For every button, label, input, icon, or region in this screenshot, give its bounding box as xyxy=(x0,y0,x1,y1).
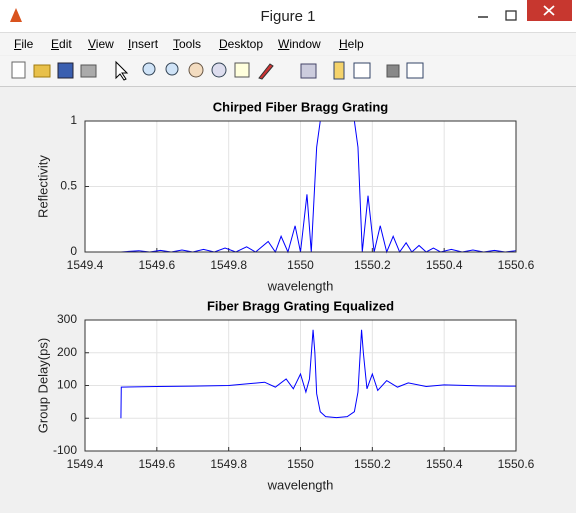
chart-title: Chirped Fiber Bragg Grating xyxy=(213,99,389,114)
menu-item[interactable]: Tools xyxy=(173,37,202,51)
close-button[interactable] xyxy=(527,0,572,21)
toolbar-icons xyxy=(11,60,424,81)
y-tick-label: 0 xyxy=(70,410,77,424)
menu-item[interactable]: File xyxy=(14,37,34,51)
x-tick-label: 1549.8 xyxy=(210,457,247,471)
menu-item[interactable]: Insert xyxy=(128,37,159,51)
app-icon xyxy=(10,8,22,22)
data-line xyxy=(120,329,517,419)
x-tick-label: 1550.6 xyxy=(498,457,535,471)
x-tick-label: 1550.6 xyxy=(498,258,535,272)
x-tick-label: 1549.4 xyxy=(67,258,104,272)
chart-title: Fiber Bragg Grating Equalized xyxy=(207,298,394,313)
x-tick-label: 1550.2 xyxy=(354,457,391,471)
colorbar-button[interactable] xyxy=(333,61,345,80)
figure-background xyxy=(0,87,576,513)
axes-background xyxy=(85,320,516,451)
save-button[interactable] xyxy=(57,62,74,79)
title-icons xyxy=(10,0,572,22)
axes-box xyxy=(84,319,517,452)
pan-button[interactable] xyxy=(188,62,204,78)
axes-background xyxy=(85,121,516,252)
zoom-out-button[interactable] xyxy=(165,62,179,76)
open-button[interactable] xyxy=(33,64,51,78)
menu-item[interactable]: Desktop xyxy=(219,37,264,51)
menu-bar: File Edit View Insert Tools Desktop Wind… xyxy=(0,33,576,55)
window-title: Figure 1 xyxy=(260,8,316,25)
x-tick-label: 1550.4 xyxy=(426,258,463,272)
brush-button[interactable] xyxy=(258,63,274,80)
y-tick-label: 1 xyxy=(70,113,77,127)
menu-item[interactable]: View xyxy=(88,37,114,51)
x-tick-label: 1550 xyxy=(287,457,314,471)
x-tick-label: 1549.8 xyxy=(210,258,247,272)
x-tick-label: 1550.4 xyxy=(426,457,463,471)
toolbar xyxy=(0,56,576,87)
show-tools-button[interactable] xyxy=(406,62,424,79)
y-tick-label: 100 xyxy=(57,378,77,392)
zoom-in-button[interactable] xyxy=(142,62,156,76)
legend-button[interactable] xyxy=(353,62,371,79)
y-tick-label: 0 xyxy=(70,244,77,258)
x-axis-label: wavelength xyxy=(267,477,334,492)
x-tick-label: 1549.6 xyxy=(138,457,175,471)
menu-item[interactable]: Help xyxy=(339,37,364,51)
y-axis-label: Reflectivity xyxy=(35,155,50,218)
y-tick-label: 300 xyxy=(57,312,77,326)
pointer-button[interactable] xyxy=(115,60,129,81)
x-tick-label: 1550 xyxy=(287,258,314,272)
rotate-button[interactable] xyxy=(211,62,227,78)
y-tick-label: 200 xyxy=(57,345,77,359)
axes-box xyxy=(84,120,517,253)
datacursor-button[interactable] xyxy=(234,62,250,78)
title-bar: Figure 1 xyxy=(0,0,576,33)
x-axis-label: wavelength xyxy=(267,278,334,293)
menu-item[interactable]: Window xyxy=(278,37,321,51)
link-button[interactable] xyxy=(300,63,317,79)
print-button[interactable] xyxy=(80,64,97,78)
y-tick-label: -100 xyxy=(53,443,77,457)
x-tick-label: 1549.6 xyxy=(138,258,175,272)
hide-tools-button[interactable] xyxy=(386,64,400,78)
y-axis-label: Group Delay(ps) xyxy=(35,338,50,433)
x-tick-label: 1549.4 xyxy=(67,457,104,471)
maximize-button[interactable] xyxy=(505,10,517,21)
menu-item[interactable]: Edit xyxy=(51,37,72,51)
new-button[interactable] xyxy=(11,61,26,79)
x-tick-label: 1550.2 xyxy=(354,258,391,272)
data-line xyxy=(120,120,517,254)
y-tick-label: 0.5 xyxy=(60,179,77,193)
